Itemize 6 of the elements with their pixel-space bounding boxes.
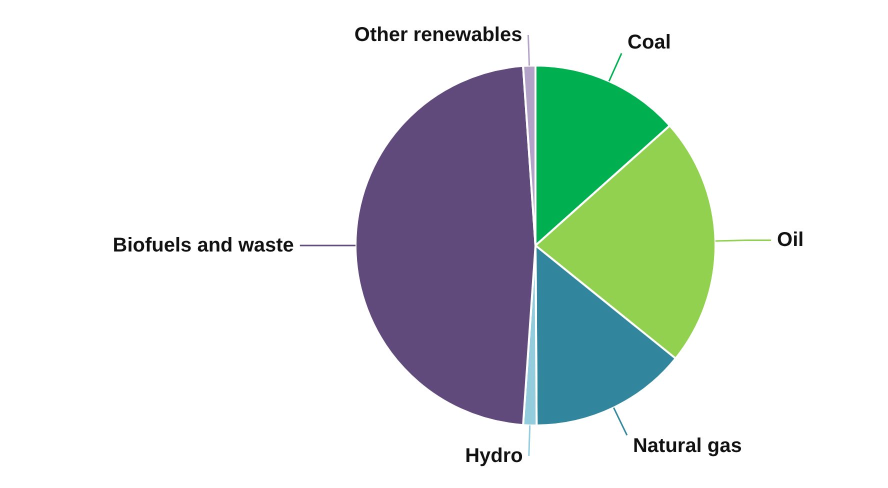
slice-label: Oil [777,229,804,252]
slice-label: Other renewables [354,24,522,46]
slice-label: Hydro [465,444,523,467]
slice-label: Natural gas [632,435,742,458]
slice-label: Coal [628,31,671,54]
slice-label: Biofuels and waste [112,234,294,256]
